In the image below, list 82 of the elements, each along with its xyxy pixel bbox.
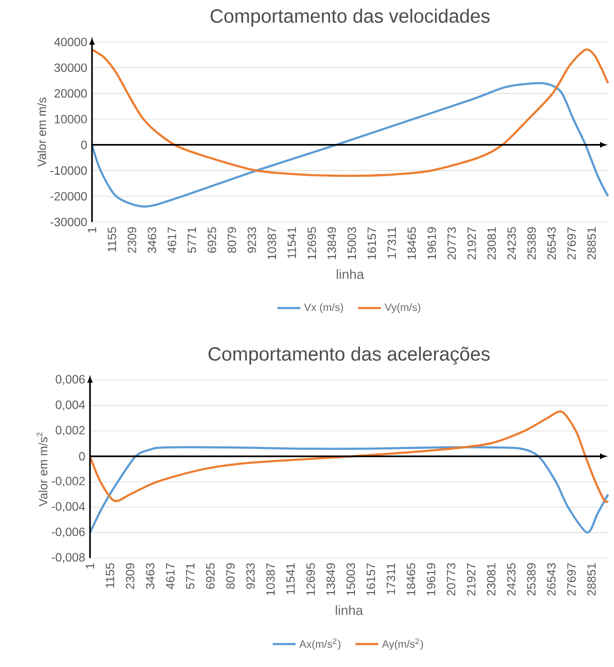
x-tick-label: 5771 (188, 227, 196, 253)
line-series (90, 48, 610, 177)
x-tick-label: 8079 (226, 563, 235, 589)
y-tick-label: -10000 (50, 166, 87, 175)
x-tick-label: 6925 (206, 563, 215, 589)
legend-label: Ay(m/s$^{2}$) (382, 638, 423, 650)
x-tick-label: 19619 (426, 563, 436, 596)
x-tick-label: 10387 (266, 563, 275, 596)
x-tick-label: 1155 (108, 227, 116, 252)
x-tick-label: 21927 (467, 227, 476, 260)
x-tick-label: 11541 (288, 227, 296, 258)
x-tick-label: 25389 (527, 563, 536, 596)
x-tick-label: 2309 (128, 227, 136, 253)
x-tick-label: 8079 (228, 227, 236, 253)
y-tick-label: -0,008 (52, 553, 85, 563)
x-tick-label: 26543 (547, 563, 556, 596)
x-tick-label: 23081 (487, 227, 496, 260)
x-tick-label: 20773 (447, 227, 456, 260)
y-axis-title: Valor em m/s (37, 98, 46, 167)
y-tick-label: 0,002 (56, 426, 85, 436)
x-tick-label: 16157 (366, 563, 376, 596)
legend-label: Ax(m/s$^{2}$) (299, 638, 340, 650)
x-tick-label: 27697 (567, 227, 576, 260)
y-axis-title: Valor em m/s$^{2}$ (36, 432, 48, 506)
x-tick-label: 10387 (268, 227, 276, 260)
y-tick-label: 20000 (54, 89, 87, 98)
y-tick-label: 10000 (54, 114, 87, 124)
x-tick-label: 18465 (407, 227, 416, 260)
x-tick-label: 17311 (387, 227, 396, 258)
x-tick-label: 24235 (507, 563, 516, 596)
y-tick-label: 30000 (54, 63, 87, 72)
x-tick-label: 3463 (146, 563, 154, 589)
x-tick-label: 9233 (248, 227, 256, 253)
x-tick-label: 1 (88, 227, 96, 232)
y-tick-label: 0 (81, 140, 87, 150)
x-tick-label: 6925 (208, 227, 216, 253)
x-tick-label: 26543 (547, 227, 556, 260)
y-tick-label: -30000 (50, 218, 87, 226)
x-tick-label: 16157 (368, 227, 376, 260)
x-tick-label: 15003 (346, 563, 356, 596)
x-tick-label: 24235 (507, 227, 516, 260)
x-tick-label: 15003 (348, 227, 356, 260)
x-tick-label: 25389 (527, 227, 536, 260)
x-tick-label: 20773 (446, 563, 456, 596)
line-series (90, 82, 610, 208)
x-tick-label: 5771 (186, 563, 194, 589)
y-tick-label: -0,002 (52, 476, 85, 487)
x-tick-label: 28851 (587, 563, 596, 596)
x-tick-label: 23081 (486, 563, 496, 596)
x-tick-label: 13849 (326, 563, 335, 596)
x-tick-label: 27697 (567, 563, 576, 596)
y-tick-label: 40000 (54, 38, 87, 46)
x-tick-label: 28851 (587, 227, 596, 260)
x-tick-label: 19619 (427, 227, 436, 260)
chart-title: Comportamento das acelerações (208, 346, 490, 365)
x-tick-label: 12695 (306, 563, 315, 596)
x-tick-label: 13849 (328, 227, 336, 260)
x-tick-label: 9233 (246, 563, 255, 589)
legend-label: Vx (m/s) (304, 303, 344, 314)
y-tick-label: 0,004 (56, 400, 85, 410)
y-tick-label: -0,006 (52, 528, 85, 538)
x-axis-title: linha (336, 605, 364, 616)
x-tick-label: 12695 (308, 227, 316, 260)
x-tick-label: 4617 (166, 563, 174, 590)
x-tick-label: 17311 (386, 563, 396, 594)
line-series (88, 446, 610, 534)
line-series (88, 410, 610, 502)
x-tick-label: 1 (86, 563, 94, 568)
x-tick-label: 11541 (286, 563, 295, 594)
y-tick-label: 0,006 (56, 375, 85, 385)
y-tick-label: -20000 (50, 192, 87, 201)
chart-title: Comportamento das velocidades (210, 8, 490, 27)
x-tick-label: 1155 (106, 563, 114, 588)
legend-label: Vy(m/s) (384, 303, 420, 314)
x-axis-title: linha (336, 269, 364, 280)
x-tick-label: 4617 (168, 227, 176, 254)
x-tick-label: 18465 (406, 563, 416, 596)
x-tick-label: 3463 (148, 227, 156, 253)
x-tick-label: 21927 (466, 563, 476, 596)
x-tick-label: 2309 (126, 563, 134, 589)
y-tick-label: -0,004 (52, 502, 85, 512)
y-tick-label: 0 (79, 452, 85, 461)
